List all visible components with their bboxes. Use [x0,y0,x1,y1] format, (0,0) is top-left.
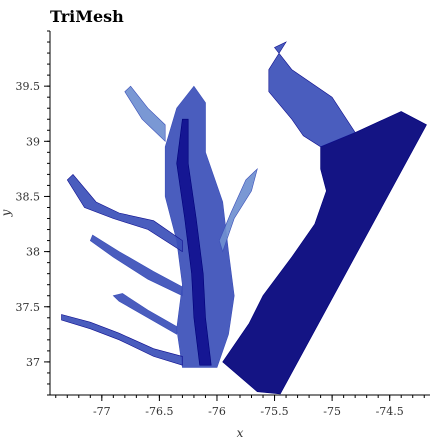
x-tick-label: -75 [323,405,341,418]
y-tick-label: 38.5 [16,190,41,203]
mesh-region-delaware-bay [268,41,356,148]
x-tick-label: -77 [93,405,111,418]
chart-title: TriMesh [50,7,124,26]
x-tick-label: -76 [208,405,226,418]
x-tick-label: -74.5 [376,405,404,418]
y-axis-label: y [0,209,13,217]
y-ticks: 37 37.5 38 38.5 39 39.5 [16,30,50,396]
mesh-region-york-river [112,293,177,335]
mesh-region-james-river [61,314,183,366]
mesh-region-rappahannock-river [89,234,183,297]
mesh-region-chesapeake-channel [176,118,212,366]
x-ticks: -77 -76.5 -76 -75.5 -75 -74.5 [55,395,425,418]
y-tick-label: 37.5 [16,301,41,314]
y-tick-label: 37 [26,356,40,369]
mesh-region-ocean-shelf [222,111,427,395]
mesh-region-eastern-shore-marsh [218,167,258,253]
mesh-region-upper-bay-tributaries [124,85,166,143]
x-axis-label: x [237,426,244,440]
y-tick-label: 39 [26,135,40,148]
mesh-regions [61,41,427,395]
y-tick-label: 39.5 [16,80,41,93]
y-tick-label: 38 [26,246,40,259]
x-tick-label: -75.5 [260,405,288,418]
mesh-region-potomac-river [66,173,183,253]
x-tick-label: -76.5 [145,405,173,418]
